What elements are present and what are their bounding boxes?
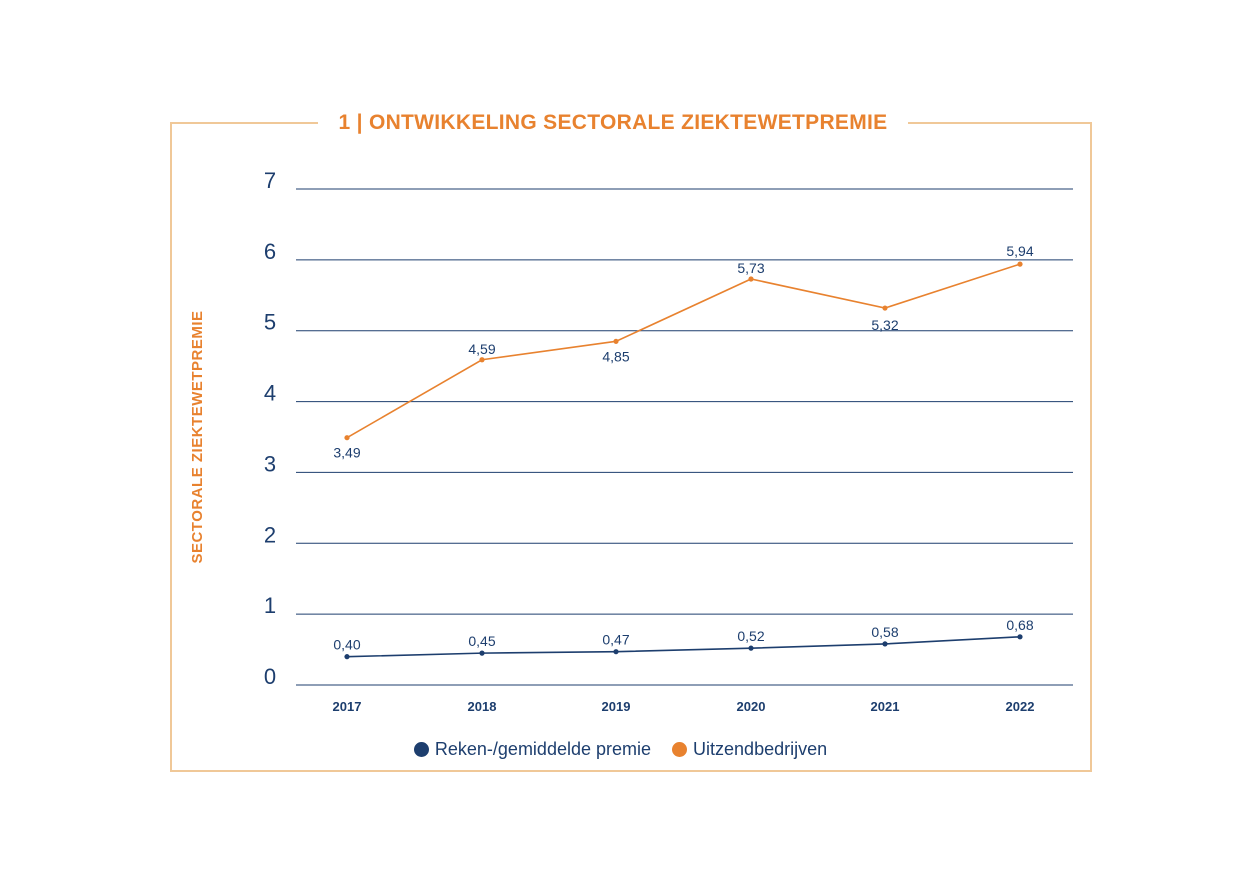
data-label: 0,52 <box>737 628 764 644</box>
data-label: 5,73 <box>737 260 764 276</box>
data-point <box>748 645 754 651</box>
legend-item-uitzend: Uitzendbedrijven <box>672 739 827 760</box>
data-point <box>1017 634 1023 640</box>
data-point <box>344 654 350 660</box>
series-line <box>346 263 1021 439</box>
legend-item-reken: Reken-/gemiddelde premie <box>413 738 652 760</box>
grid-lines <box>296 188 1073 686</box>
y-tick-label: 6 <box>264 239 276 264</box>
data-label: 0,68 <box>1006 617 1033 633</box>
data-point <box>882 641 888 647</box>
data-point <box>1017 261 1023 267</box>
data-point <box>613 649 619 655</box>
data-point <box>344 435 350 441</box>
legend: Reken-/gemiddelde premie Uitzendbedrijve… <box>0 738 1241 760</box>
y-tick-label: 1 <box>264 593 276 618</box>
data-point <box>882 305 888 311</box>
data-label: 5,32 <box>871 317 898 333</box>
legend-swatch-reken <box>413 741 429 757</box>
data-point <box>479 650 485 656</box>
legend-swatch-uitzend <box>672 741 688 757</box>
chart-title: 1 | ONTWIKKELING SECTORALE ZIEKTEWETPREM… <box>318 110 908 136</box>
x-tick-labels: 2017 2018 2019 2020 2021 2022 <box>333 699 1035 714</box>
data-label: 0,40 <box>333 637 360 653</box>
y-tick-label: 7 <box>264 168 276 193</box>
y-tick-label: 4 <box>264 381 276 406</box>
data-point <box>748 276 754 282</box>
data-label: 0,47 <box>602 632 629 648</box>
x-tick-label: 2020 <box>737 699 766 714</box>
data-label: 0,45 <box>468 633 495 649</box>
data-point <box>613 338 619 344</box>
data-label: 4,59 <box>468 341 495 357</box>
y-tick-label: 3 <box>264 451 276 476</box>
x-tick-label: 2021 <box>871 699 900 714</box>
series-line <box>346 636 1021 658</box>
x-tick-label: 2018 <box>468 699 497 714</box>
y-tick-labels: 0 1 2 3 4 5 6 7 <box>264 168 276 689</box>
legend-label-reken: Reken-/gemiddelde premie <box>434 738 652 759</box>
data-label: 4,85 <box>602 348 629 364</box>
y-tick-label: 0 <box>264 664 276 689</box>
series-group: 0,40 0,45 0,47 0,52 0,58 0,68 3,49 4,59 4,85 5,73… <box>333 243 1034 660</box>
y-axis-label: SECTORALE ZIEKTEWETPREMIE <box>189 310 206 563</box>
data-label: 5,94 <box>1006 243 1033 259</box>
x-tick-label: 2022 <box>1006 699 1035 714</box>
y-tick-label: 5 <box>264 310 276 335</box>
x-tick-label: 2017 <box>333 699 362 714</box>
data-label: 3,49 <box>333 445 360 461</box>
data-label: 0,58 <box>871 624 898 640</box>
data-point <box>479 357 485 363</box>
y-tick-label: 2 <box>264 522 276 547</box>
x-tick-label: 2019 <box>602 699 631 714</box>
legend-label-uitzend: Uitzendbedrijven <box>693 738 828 759</box>
